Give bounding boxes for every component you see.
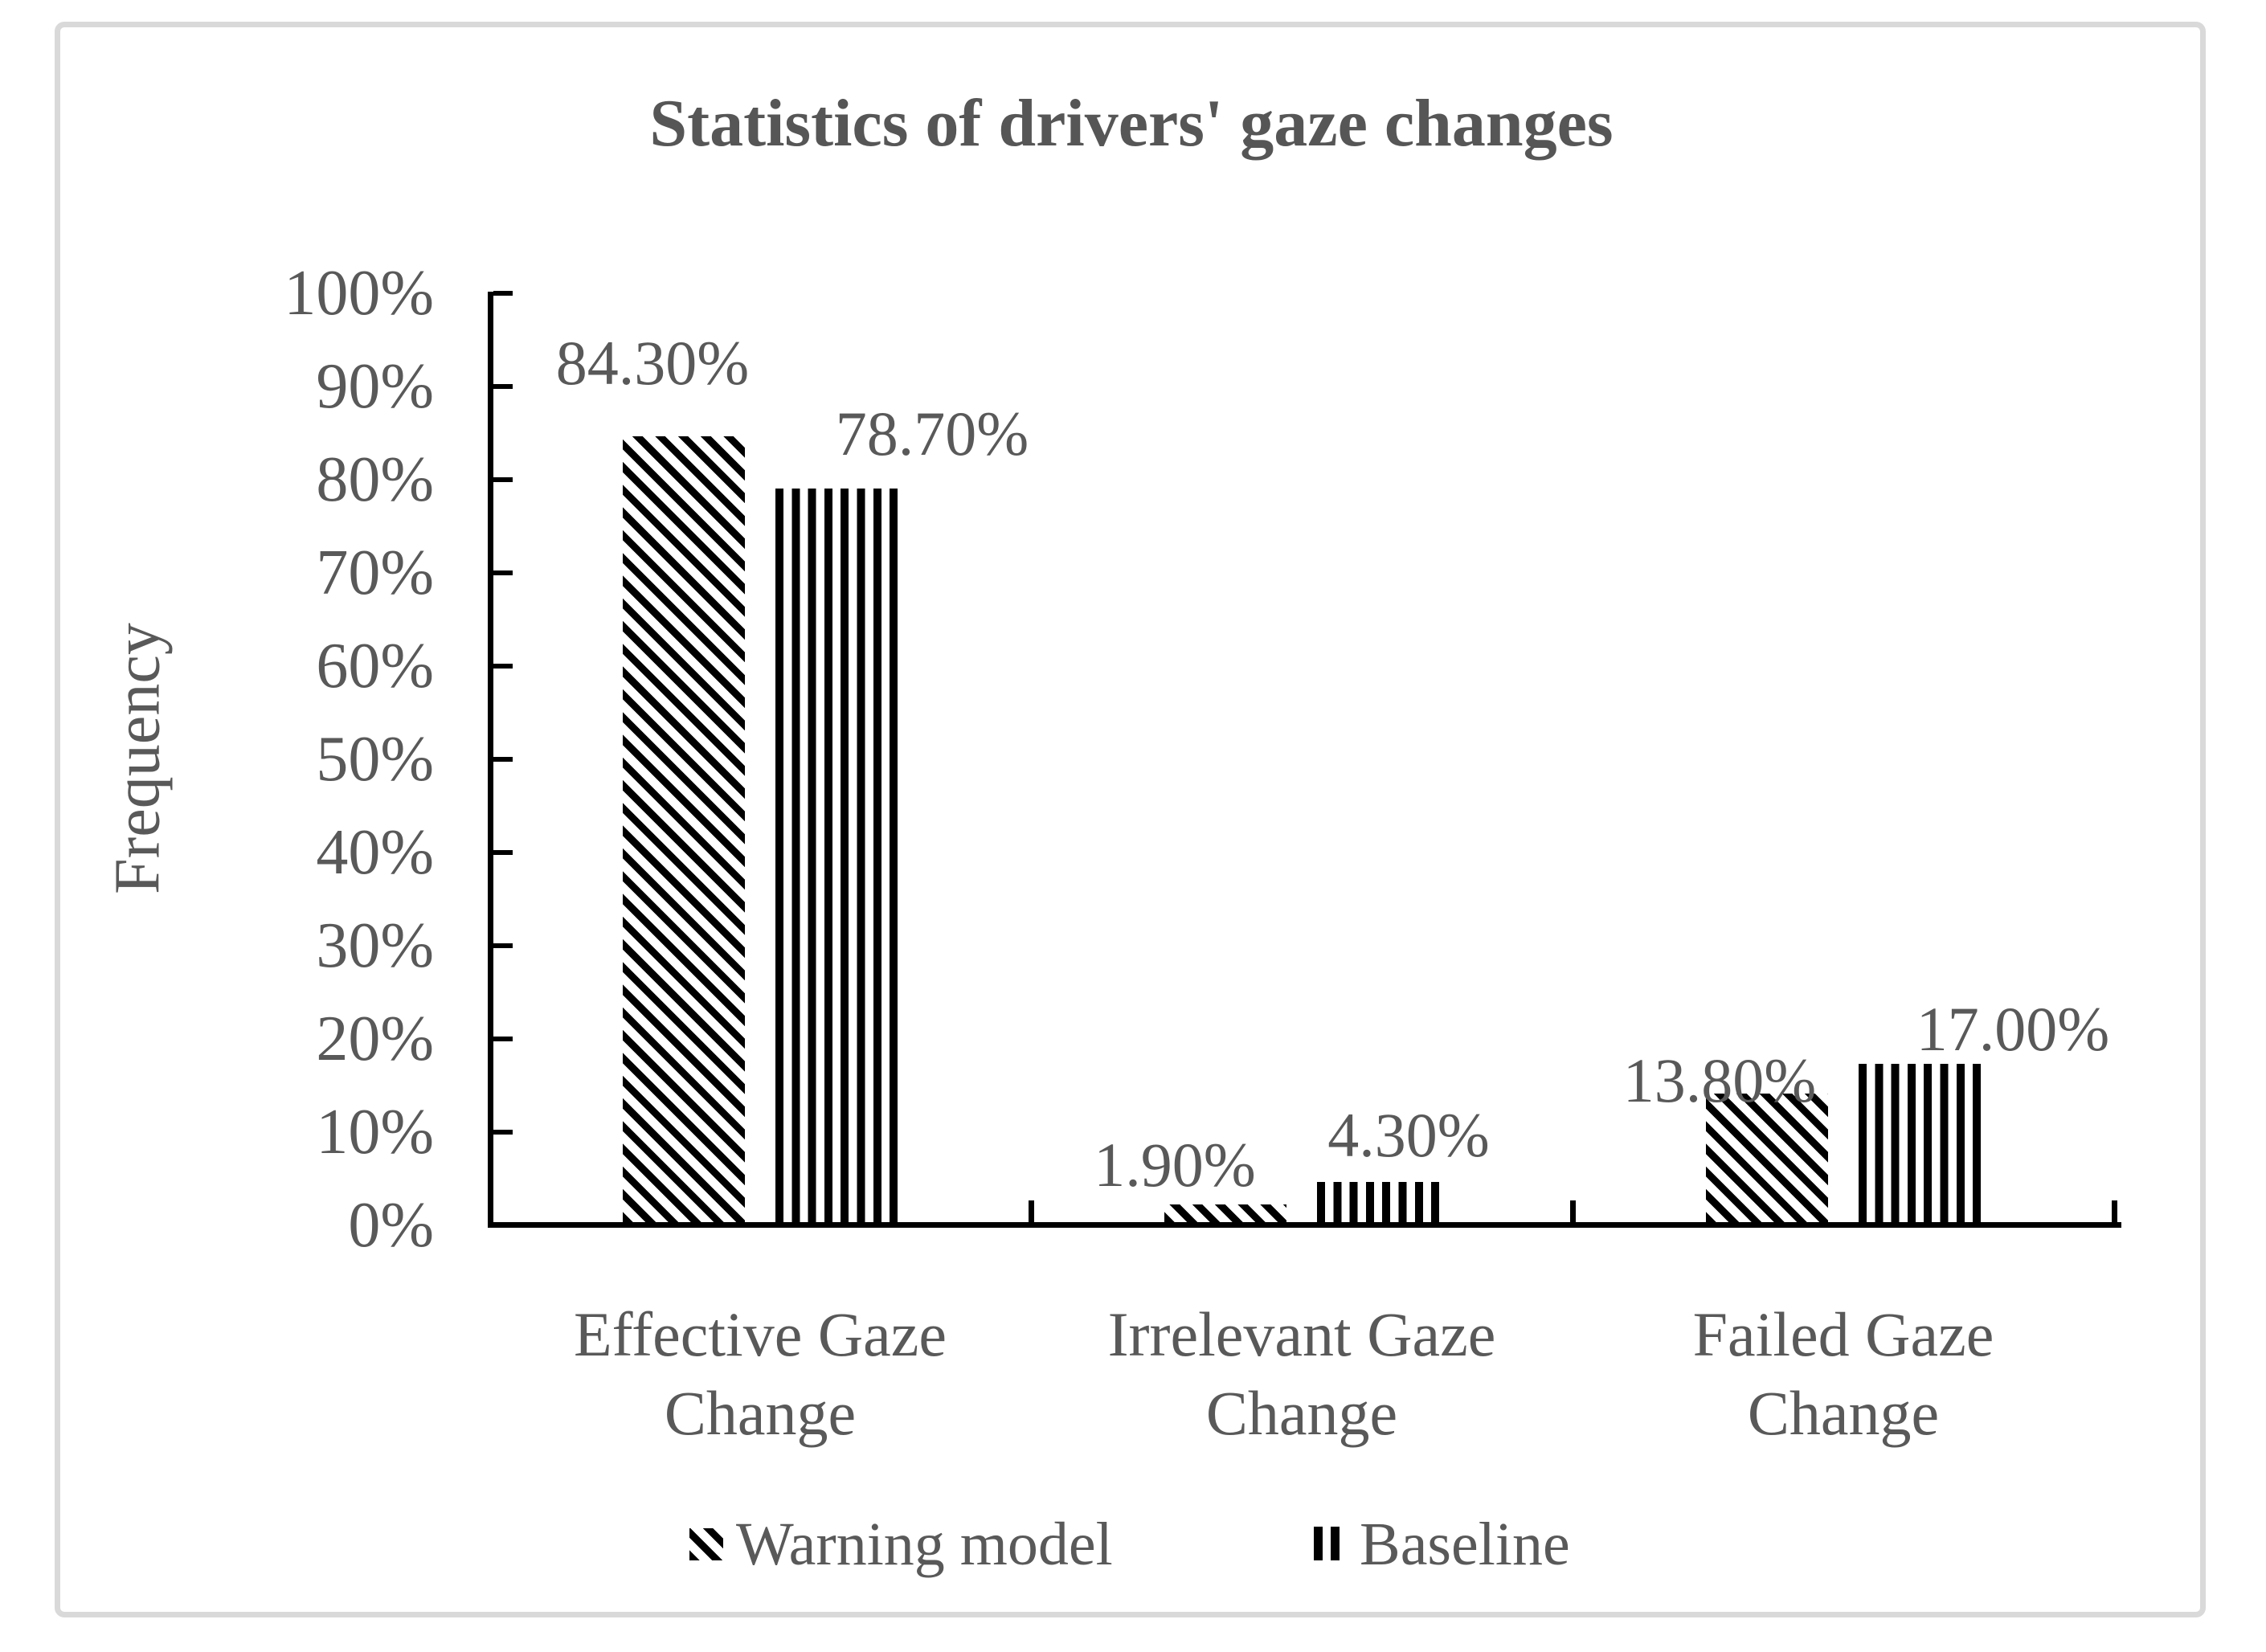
legend-swatch-baseline-vertical-stripes <box>1314 1527 1343 1560</box>
data-label: 78.70% <box>835 399 1029 468</box>
y-tick-mark <box>493 291 513 296</box>
y-tick-label: 90% <box>316 351 434 422</box>
data-label: 13.80% <box>1622 1045 1817 1115</box>
x-category-tick <box>1570 1200 1576 1223</box>
y-tick-mark <box>493 1037 513 1041</box>
chart-border-frame <box>55 22 2206 1617</box>
x-category-tick <box>2112 1200 2117 1223</box>
legend-swatch-warning-model-diagonal-stripes <box>689 1528 723 1560</box>
data-label: 84.30% <box>555 328 750 398</box>
bar-warning-model <box>1706 1094 1828 1222</box>
y-tick-label: 20% <box>316 1004 434 1074</box>
chart-title: Statistics of drivers' gaze changes <box>649 86 1614 161</box>
y-tick-label: 80% <box>316 444 434 515</box>
data-label: 4.30% <box>1327 1100 1490 1170</box>
y-tick-label: 60% <box>316 631 434 701</box>
bar-baseline <box>1859 1064 1981 1222</box>
y-tick-label: 10% <box>316 1097 434 1167</box>
y-tick-label: 70% <box>316 538 434 608</box>
y-tick-label: 30% <box>316 910 434 981</box>
y-tick-mark <box>493 570 513 575</box>
x-category-tick <box>1029 1200 1034 1223</box>
y-axis-line <box>488 292 493 1228</box>
y-tick-mark <box>493 1130 513 1135</box>
bar-warning-model <box>623 436 745 1222</box>
legend-label-baseline: Baseline <box>1360 1511 1570 1578</box>
bar-baseline <box>775 489 898 1222</box>
y-tick-mark <box>493 384 513 389</box>
y-tick-label: 40% <box>316 817 434 888</box>
x-category-label: Effective Gaze Change <box>573 1299 947 1448</box>
y-tick-mark <box>493 943 513 948</box>
bar-baseline <box>1317 1182 1439 1222</box>
y-tick-label: 50% <box>316 724 434 795</box>
data-label: 1.90% <box>1094 1130 1256 1200</box>
legend-label-warning-model: Warning model <box>736 1511 1113 1578</box>
y-tick-mark <box>493 757 513 762</box>
y-tick-mark <box>493 477 513 482</box>
y-tick-label: 0% <box>348 1190 434 1261</box>
x-category-label: Irrelevant Gaze Change <box>1107 1299 1496 1448</box>
y-tick-mark <box>493 850 513 855</box>
data-label: 17.00% <box>1916 994 2110 1064</box>
y-tick-mark <box>493 664 513 669</box>
y-tick-label: 100% <box>284 258 434 329</box>
bar-warning-model <box>1164 1204 1286 1222</box>
x-category-label: Failed Gaze Change <box>1692 1299 1994 1448</box>
x-axis-line <box>488 1222 2121 1228</box>
